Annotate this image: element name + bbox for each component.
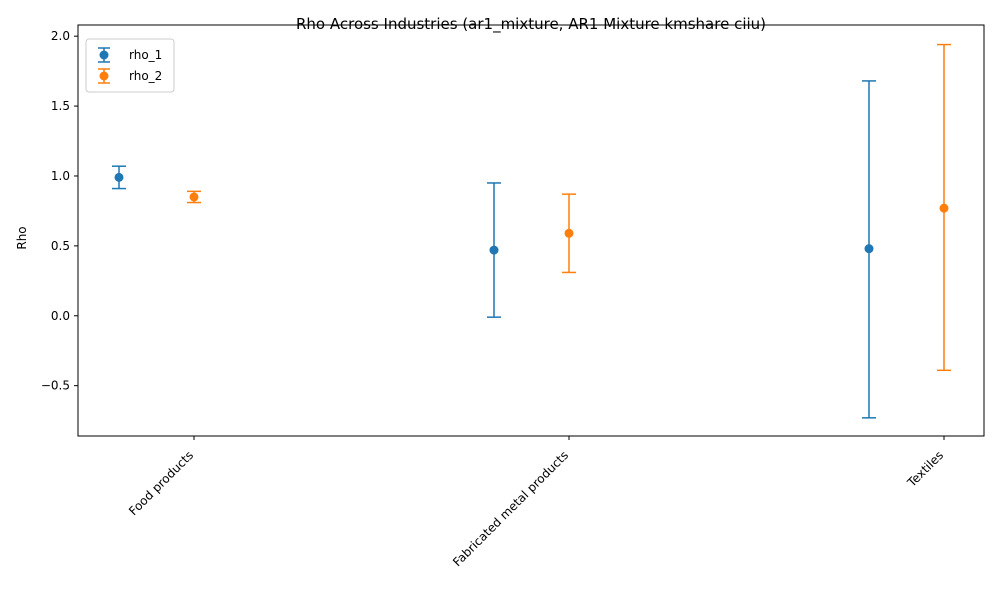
data-point [564, 228, 574, 238]
legend-marker-point [99, 50, 109, 60]
series-rho_1 [112, 80, 876, 419]
y-tick-label: 0.0 [51, 309, 70, 323]
data-point [114, 172, 124, 182]
data-point [939, 203, 949, 213]
y-tick-label: 0.5 [51, 239, 70, 253]
legend-label: rho_2 [129, 69, 162, 83]
data-series [112, 43, 951, 419]
legend-marker-point [99, 71, 109, 81]
y-tick-label: 1.5 [51, 99, 70, 113]
data-point [489, 245, 499, 255]
x-tick-label: Textiles [904, 448, 946, 490]
series-rho_2 [187, 43, 951, 372]
legend: rho_1 rho_2 [85, 38, 175, 93]
plot-frame [77, 24, 985, 437]
x-tick-label: Fabricated metal products [450, 448, 571, 569]
data-point [864, 244, 874, 254]
y-tick-label: 1.0 [51, 169, 70, 183]
data-point [189, 192, 199, 202]
y-tick-label: 2.0 [51, 29, 70, 43]
legend-box [85, 38, 175, 93]
y-tick-label: −0.5 [41, 379, 70, 393]
x-tick-label: Food products [126, 448, 196, 518]
legend-label: rho_1 [129, 48, 162, 62]
y-axis-label: Rho [15, 226, 29, 249]
